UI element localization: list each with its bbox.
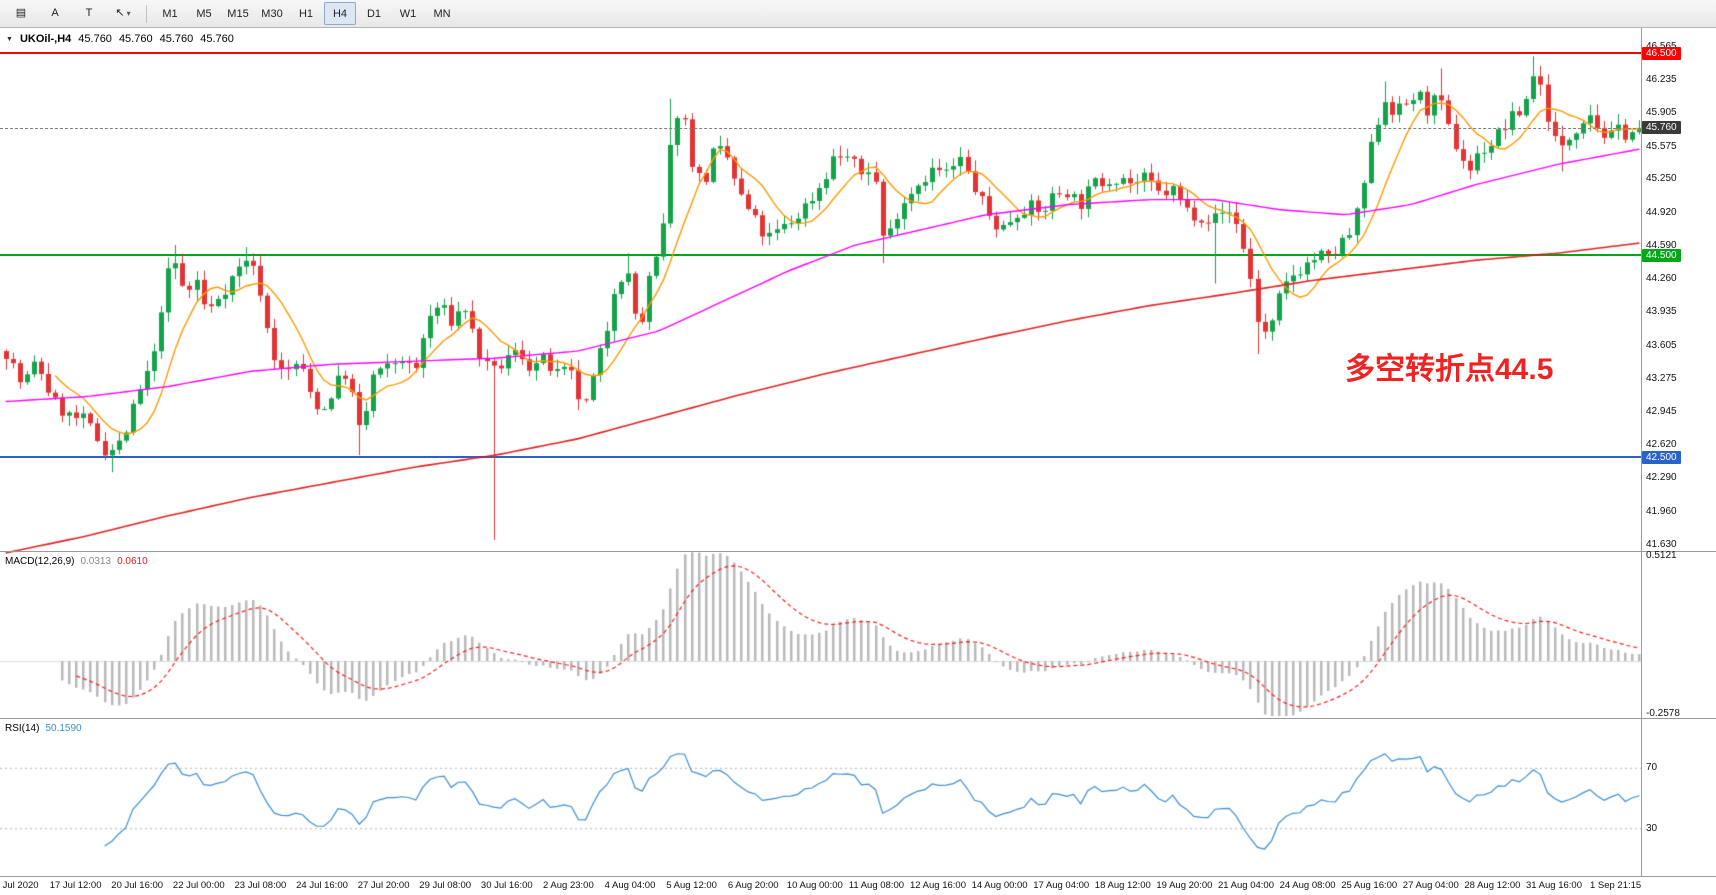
time-axis-label: 19 Aug 20:00 <box>1156 880 1213 891</box>
timeframe-M5-button[interactable]: M5 <box>196 7 212 20</box>
price-axis-border <box>1641 28 1642 877</box>
macd-axis-label: -0.2578 <box>1646 708 1680 719</box>
time-axis-label: 5 Aug 12:00 <box>666 880 717 891</box>
text-annotate-icon: A <box>51 7 59 19</box>
dropdown-caret-icon: ▾ <box>126 9 131 18</box>
price-axis-label: 45.905 <box>1646 107 1677 118</box>
time-axis-label: 25 Aug 16:00 <box>1341 880 1398 891</box>
time-axis-label: 17 Jul 12:00 <box>49 880 102 891</box>
timeframe-M1-button[interactable]: M1 <box>162 7 178 20</box>
price-axis-label: 44.920 <box>1646 207 1677 218</box>
chart-title: ▼ UKOil-,H4 45.760 45.760 45.760 45.760 <box>6 33 234 45</box>
symbol-timeframe-label: UKOil-,H4 <box>19 33 72 45</box>
ohlc-open: 45.760 <box>78 33 112 45</box>
macd-axis-label: 0.5121 <box>1646 550 1677 561</box>
time-axis-label: 29 Jul 08:00 <box>419 880 472 891</box>
panel-separator <box>0 876 1716 877</box>
text-annotate-button[interactable]: A <box>39 2 71 25</box>
time-axis-label: 23 Jul 08:00 <box>234 880 287 891</box>
arrow-tools-icon: ↖ <box>115 7 125 19</box>
timeframe-D1-button[interactable]: D1 <box>366 7 382 20</box>
time-axis-label: 27 Jul 20:00 <box>357 880 410 891</box>
price-axis-label: 46.235 <box>1646 74 1677 85</box>
price-axis-label: 42.620 <box>1646 439 1677 450</box>
price-axis-label: 41.960 <box>1646 506 1677 517</box>
current-price-line <box>0 128 1641 129</box>
ohlc-low: 45.760 <box>159 33 194 45</box>
price-axis-label: 43.275 <box>1646 373 1677 384</box>
rsi-axis-label: 30 <box>1646 823 1658 834</box>
macd-label: MACD(12,26,9) <box>5 556 75 567</box>
label-tool-icon: T <box>85 7 93 19</box>
timeframe-MN-button[interactable]: MN <box>433 7 451 20</box>
time-axis-label: 24 Jul 16:00 <box>296 880 348 891</box>
time-axis-label: 2 Aug 23:00 <box>543 880 594 891</box>
rsi-axis-label: 70 <box>1646 762 1658 773</box>
time-axis-label: 16 Jul 2020 <box>0 880 39 891</box>
toolbar-separator <box>146 4 147 23</box>
label-tool-button[interactable]: T <box>73 2 105 25</box>
price-tag-42.500: 42.500 <box>1642 451 1681 464</box>
time-axis-label: 14 Aug 00:00 <box>971 880 1028 891</box>
price-axis-label: 44.590 <box>1646 240 1677 251</box>
time-axis-label: 18 Aug 12:00 <box>1094 880 1151 891</box>
price-axis-label: 46.565 <box>1646 41 1677 52</box>
time-axis-label: 6 Aug 20:00 <box>727 880 779 891</box>
price-tag-46.500: 46.500 <box>1642 47 1681 60</box>
chart-canvas[interactable] <box>0 28 1641 877</box>
time-axis-label: 24 Aug 08:00 <box>1279 880 1336 891</box>
time-axis-label: 27 Aug 04:00 <box>1402 880 1459 891</box>
price-axis-label: 41.630 <box>1646 539 1677 550</box>
time-axis-label: 21 Aug 04:00 <box>1218 880 1274 891</box>
price-axis-label: 43.605 <box>1646 340 1677 351</box>
panel-separator <box>0 718 1716 719</box>
time-axis-label: 11 Aug 08:00 <box>848 880 905 891</box>
time-axis-label: 20 Jul 16:00 <box>111 880 164 891</box>
price-axis-label: 42.290 <box>1646 472 1677 483</box>
timeframe-W1-button[interactable]: W1 <box>399 7 417 20</box>
price-axis-label: 42.945 <box>1646 406 1677 417</box>
time-axis-label: 4 Aug 04:00 <box>604 880 656 891</box>
current-price-tag: 45.760 <box>1642 121 1681 134</box>
price-tag-44.500: 44.500 <box>1642 249 1681 262</box>
chart-text-annotation[interactable]: 多空转折点44.5 <box>1345 353 1554 386</box>
price-axis-label: 44.260 <box>1646 273 1677 284</box>
timeframe-M30-button[interactable]: M30 <box>261 7 283 20</box>
tool-buttons-group: ▤ A T ↖ ▾ <box>4 2 140 25</box>
ohlc-high: 45.760 <box>118 33 153 45</box>
timeframe-M15-button[interactable]: M15 <box>227 7 249 20</box>
time-axis-label: 31 Aug 16:00 <box>1526 880 1582 891</box>
charts-grid-button[interactable]: ▤ <box>5 2 37 25</box>
time-axis-label: 22 Jul 00:00 <box>172 880 225 891</box>
time-axis-label: 28 Aug 12:00 <box>1464 880 1521 891</box>
arrow-tools-button[interactable]: ↖ ▾ <box>107 2 139 25</box>
toolbar: ▤ A T ↖ ▾ M1 M5 M15 M30 H1 H4 D1 W1 MN <box>0 0 1716 28</box>
price-axis-label: 43.935 <box>1646 306 1677 317</box>
time-axis-label: 10 Aug 00:00 <box>786 880 843 891</box>
timeframe-H4-button[interactable]: H4 <box>324 2 356 25</box>
timeframe-H1-button[interactable]: H1 <box>298 7 314 20</box>
chart-marker-icon: ▼ <box>6 35 13 43</box>
charts-grid-icon: ▤ <box>15 7 27 19</box>
time-axis-label: 12 Aug 16:00 <box>910 880 966 891</box>
macd-signal-value: 0.0610 <box>117 556 148 567</box>
time-axis-label: 1 Sep 21:15 <box>1589 880 1642 891</box>
macd-indicator-title: MACD(12,26,9) 0.0313 0.0610 <box>5 556 148 567</box>
panel-separator <box>0 551 1716 552</box>
macd-main-value: 0.0313 <box>80 556 112 567</box>
ohlc-close: 45.760 <box>200 33 234 45</box>
rsi-indicator-title: RSI(14) 50.1590 <box>5 723 82 734</box>
price-axis-label: 45.575 <box>1646 141 1677 152</box>
time-axis-label: 30 Jul 16:00 <box>480 880 533 891</box>
timeframe-buttons-group: M1 M5 M15 M30 H1 H4 D1 W1 MN <box>153 2 459 25</box>
rsi-value: 50.1590 <box>45 723 82 734</box>
time-axis-label: 17 Aug 04:00 <box>1033 880 1090 891</box>
price-axis-label: 45.250 <box>1646 173 1677 184</box>
rsi-label: RSI(14) <box>5 723 40 734</box>
